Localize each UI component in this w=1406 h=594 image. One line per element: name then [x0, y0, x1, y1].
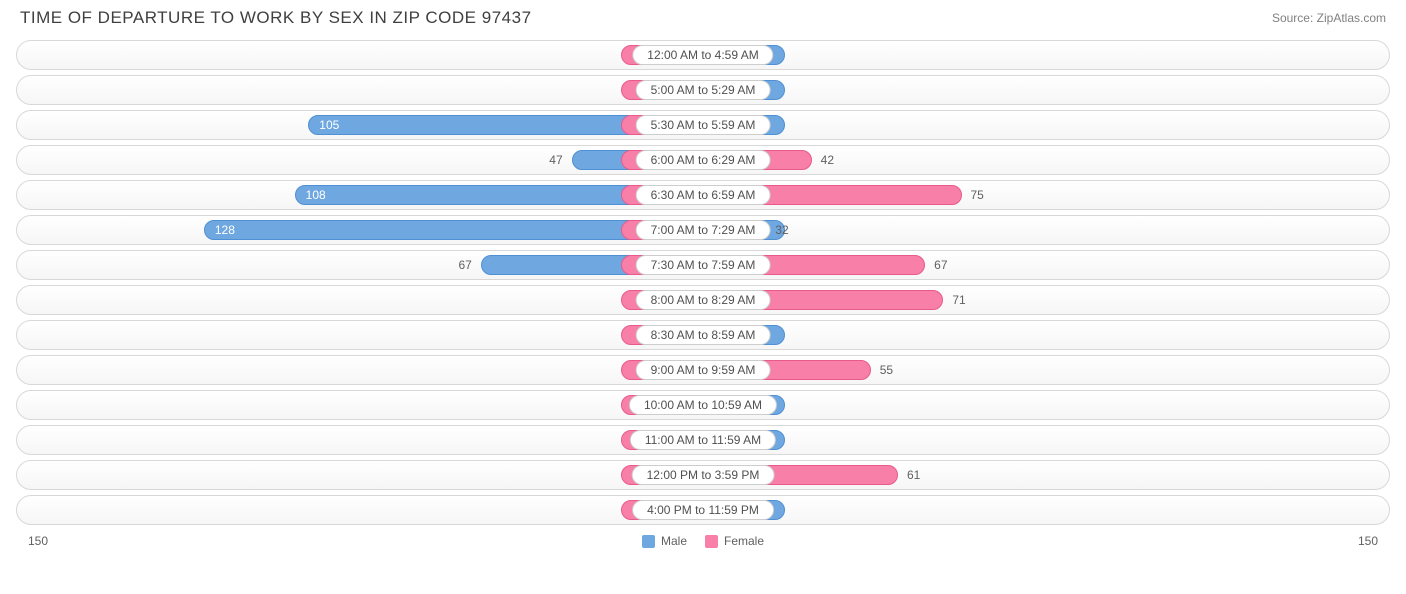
chart-row: 0011:00 AM to 11:59 AM — [16, 425, 1390, 455]
female-value: 61 — [907, 468, 920, 482]
chart-row: 10718:00 AM to 8:29 AM — [16, 285, 1390, 315]
time-range-label: 6:00 AM to 6:29 AM — [636, 150, 771, 170]
female-value: 55 — [880, 363, 893, 377]
time-range-label: 7:30 AM to 7:59 AM — [636, 255, 771, 275]
source-attribution: Source: ZipAtlas.com — [1272, 11, 1386, 25]
legend-label-female: Female — [724, 534, 764, 548]
chart-row: 47 42 6:00 AM to 6:29 AM — [16, 145, 1390, 175]
legend-item-male: Male — [642, 534, 687, 548]
time-range-label: 12:00 PM to 3:59 PM — [632, 465, 775, 485]
male-value: 105 — [319, 118, 339, 132]
time-range-label: 11:00 AM to 11:59 AM — [630, 430, 776, 450]
legend-swatch-female — [705, 535, 718, 548]
time-range-label: 5:30 AM to 5:59 AM — [636, 115, 771, 135]
female-value: 32 — [775, 223, 788, 237]
male-value: 128 — [215, 223, 235, 237]
chart-row: 10505:30 AM to 5:59 AM — [16, 110, 1390, 140]
time-range-label: 10:00 AM to 10:59 AM — [629, 395, 777, 415]
chart-title: TIME OF DEPARTURE TO WORK BY SEX IN ZIP … — [20, 8, 532, 28]
chart-row: 01410:00 AM to 10:59 AM — [16, 390, 1390, 420]
chart-row: 67 67 7:30 AM to 7:59 AM — [16, 250, 1390, 280]
legend-label-male: Male — [661, 534, 687, 548]
female-value: 75 — [971, 188, 984, 202]
time-range-label: 7:00 AM to 7:29 AM — [636, 220, 771, 240]
time-range-label: 4:00 PM to 11:59 PM — [632, 500, 774, 520]
time-range-label: 12:00 AM to 4:59 AM — [632, 45, 773, 65]
time-range-label: 6:30 AM to 6:59 AM — [636, 185, 771, 205]
female-value: 42 — [821, 153, 834, 167]
chart-row: 108 75 6:30 AM to 6:59 AM — [16, 180, 1390, 210]
female-value: 67 — [934, 258, 947, 272]
diverging-bar-chart: 91512:00 AM to 4:59 AM 8155:00 AM to 5:29… — [0, 40, 1406, 525]
chart-row: 8155:00 AM to 5:29 AM — [16, 75, 1390, 105]
male-value: 108 — [306, 188, 326, 202]
legend: Male Female — [642, 534, 764, 548]
axis-right-max: 150 — [1358, 534, 1378, 548]
female-value: 71 — [952, 293, 965, 307]
time-range-label: 5:00 AM to 5:29 AM — [636, 80, 771, 100]
legend-swatch-male — [642, 535, 655, 548]
legend-item-female: Female — [705, 534, 764, 548]
chart-row: 0559:00 AM to 9:59 AM — [16, 355, 1390, 385]
chart-row: 1104:00 PM to 11:59 PM — [16, 495, 1390, 525]
chart-row: 128 32 7:00 AM to 7:29 AM — [16, 215, 1390, 245]
time-range-label: 8:00 AM to 8:29 AM — [636, 290, 771, 310]
chart-row: 91512:00 AM to 4:59 AM — [16, 40, 1390, 70]
time-range-label: 8:30 AM to 8:59 AM — [636, 325, 771, 345]
chart-row: 06112:00 PM to 3:59 PM — [16, 460, 1390, 490]
chart-row: 0108:30 AM to 8:59 AM — [16, 320, 1390, 350]
male-value: 47 — [549, 153, 562, 167]
time-range-label: 9:00 AM to 9:59 AM — [636, 360, 771, 380]
axis-left-max: 150 — [28, 534, 48, 548]
male-value: 67 — [458, 258, 471, 272]
